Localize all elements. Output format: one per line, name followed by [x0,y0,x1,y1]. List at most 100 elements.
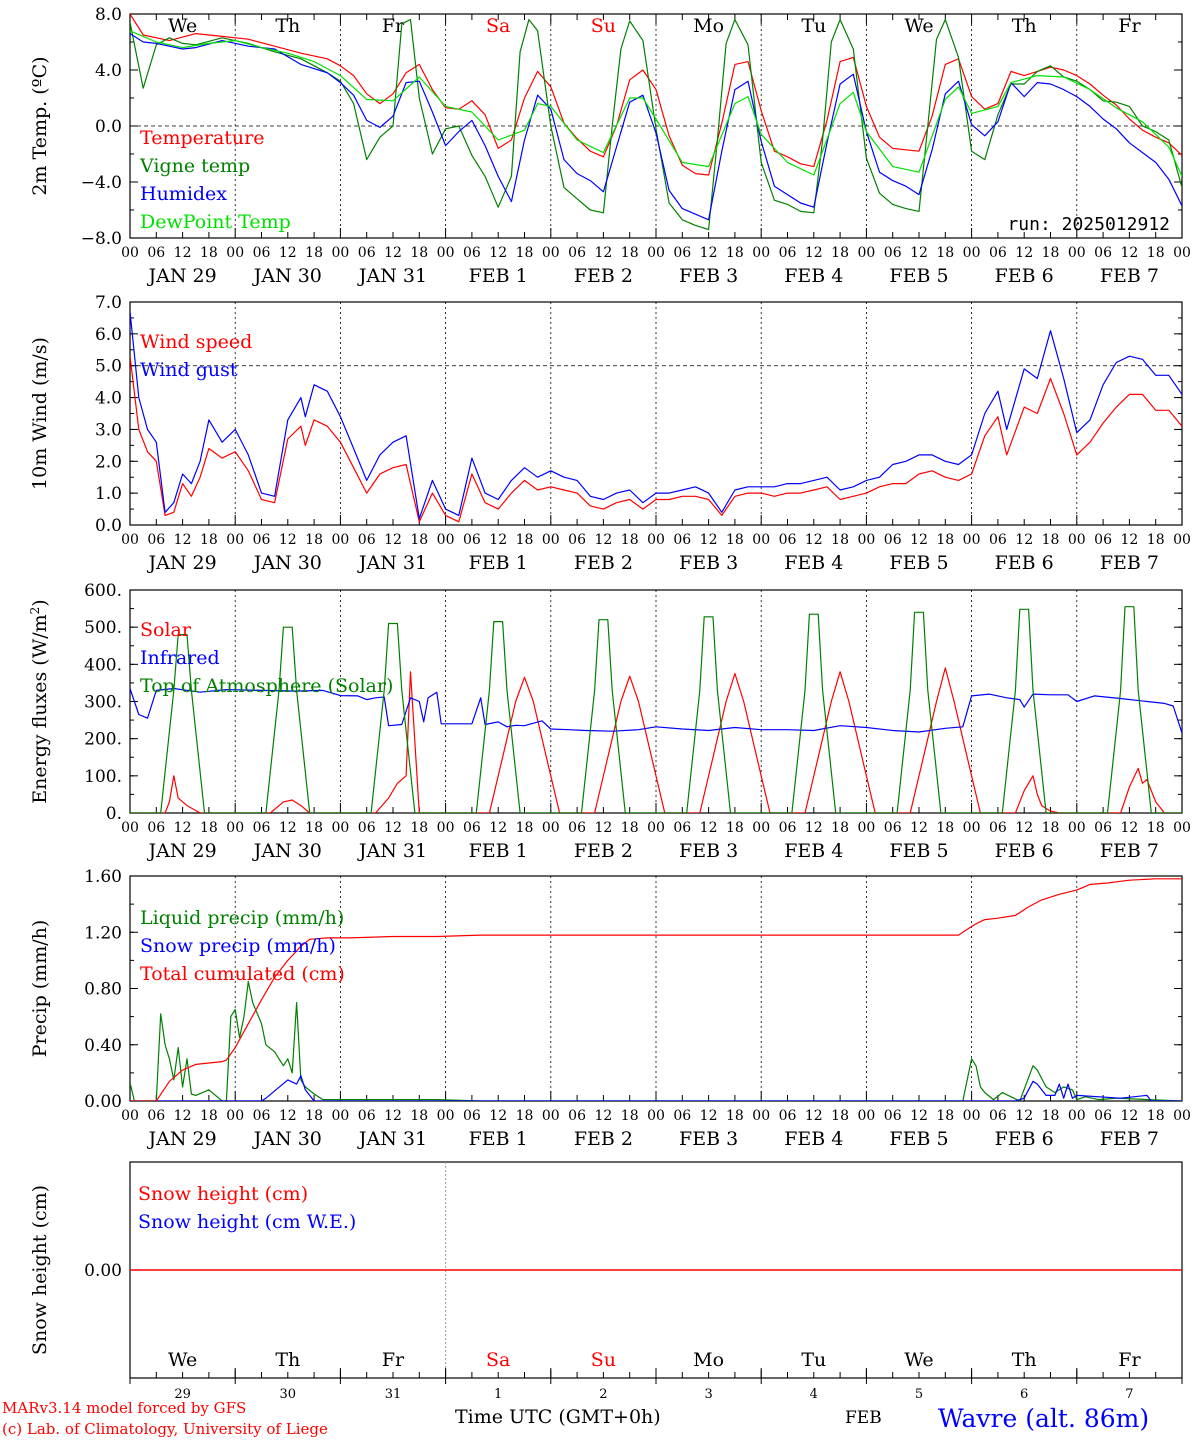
hour-tick-label: 00 [1173,245,1191,261]
y-tick-label: 600. [84,581,122,601]
hour-tick-label: 06 [568,532,586,548]
hour-tick-label: 18 [305,532,323,548]
hour-tick-label: 12 [805,245,823,261]
date-label: FEB 4 [784,1128,843,1150]
day-number-label: 4 [810,1387,818,1402]
hour-tick-label: 06 [147,820,165,836]
hour-tick-label: 12 [279,1108,297,1124]
date-label: FEB 6 [995,1128,1054,1150]
hour-tick-label: 00 [331,1108,349,1124]
hour-tick-label: 18 [516,1108,534,1124]
x-axis-label: Time UTC (GMT+0h) [455,1406,661,1428]
station-label: Wavre (alt. 86m) [938,1404,1149,1433]
y-tick-label: 0. [106,804,122,824]
date-label: JAN 31 [357,552,427,574]
hour-tick-label: 00 [542,820,560,836]
weekday-label: Fr [382,15,405,37]
hour-tick-label: 18 [1147,532,1165,548]
hour-tick-label: 18 [200,532,218,548]
panel-5: 0.00 We Th Fr Sa Su Mo Tu We Th Fr 29 30 31 1 2 3 4 5 6 7 Sno… [29,1161,1183,1402]
hour-tick-label: 06 [253,1108,271,1124]
hour-tick-label: 18 [621,245,639,261]
hour-tick-label: 12 [1120,820,1138,836]
hour-tick-label: 00 [121,1108,139,1124]
y-axis-title-sup: 2 [28,607,42,615]
date-label: FEB 7 [1100,265,1159,287]
date-label: FEB 1 [469,552,528,574]
hour-tick-label: 12 [594,820,612,836]
legend-entry: Humidex [140,183,227,205]
legend-entry: Snow precip (mm/h) [140,935,336,957]
hour-tick-label: 00 [226,245,244,261]
date-label: FEB 6 [995,840,1054,862]
legend-entry: DewPoint Temp [140,211,291,233]
y-axis-title-end: ) [29,599,51,606]
weekday-label: Mo [693,15,724,37]
hour-tick-label: 00 [542,532,560,548]
weekday-label: Fr [1118,1349,1141,1371]
date-label: FEB 2 [574,552,633,574]
y-tick-label: 4.0 [95,61,122,81]
hour-tick-label: 12 [1015,532,1033,548]
hour-tick-label: 06 [358,820,376,836]
hour-tick-label: 06 [463,820,481,836]
hour-tick-label: 18 [621,820,639,836]
hour-tick-label: 06 [884,532,902,548]
hour-tick-label: 18 [1147,245,1165,261]
hour-tick-label: 00 [752,1108,770,1124]
legend-entry: Top of Atmosphere (Solar) [140,675,393,697]
y-tick-label: 5.0 [95,357,122,377]
hour-tick-label: 06 [253,245,271,261]
y-tick-label: 3.0 [95,420,122,440]
date-label: FEB 7 [1100,1128,1159,1150]
y-tick-label: 300. [84,693,122,713]
hour-tick-label: 06 [568,245,586,261]
day-number-label: 2 [599,1387,607,1402]
weekday-label: Th [1012,15,1037,37]
hour-tick-label: 18 [831,820,849,836]
y-axis-title: Precip (mm/h) [29,920,51,1058]
legend-entry: Snow height (cm) [138,1183,308,1205]
hour-tick-label: 18 [936,245,954,261]
hour-tick-label: 12 [384,245,402,261]
hour-tick-label: 06 [884,1108,902,1124]
y-tick-label: 0.00 [84,1092,122,1112]
weekday-label: Sa [486,15,510,37]
date-label: JAN 29 [147,265,217,287]
day-number-label: 7 [1125,1387,1133,1402]
run-label: run: 2025012912 [1007,214,1170,235]
y-tick-label: 1.0 [95,484,122,504]
date-label: FEB 3 [679,265,738,287]
legend-entry: Vigne temp [139,155,250,177]
hour-tick-label: 12 [594,245,612,261]
hour-tick-label: 00 [121,532,139,548]
series-line-vigne-temp [130,19,1182,231]
y-tick-label: 100. [84,767,122,787]
hour-tick-label: 18 [726,245,744,261]
date-label: JAN 30 [252,840,322,862]
hour-tick-label: 12 [700,1108,718,1124]
date-label: FEB 5 [889,265,948,287]
weekday-label: Su [591,15,616,37]
legend-entry: Total cumulated (cm) [140,963,345,985]
hour-tick-label: 06 [673,532,691,548]
date-label: FEB 2 [574,265,633,287]
y-tick-label: 500. [84,618,122,638]
day-number-label: 1 [494,1387,502,1402]
date-label: FEB 3 [679,1128,738,1150]
hour-tick-label: 00 [857,532,875,548]
hour-tick-label: 06 [147,1108,165,1124]
hour-tick-label: 06 [989,532,1007,548]
hour-tick-label: 12 [279,245,297,261]
y-tick-label: 1.60 [84,867,122,887]
credit-line-2: (c) Lab. of Climatology, University of L… [2,1420,328,1438]
hour-tick-label: 12 [1120,532,1138,548]
y-tick-label: 0.00 [84,1261,122,1281]
hour-tick-label: 00 [437,532,455,548]
hour-tick-label: 18 [1147,820,1165,836]
hour-tick-label: 18 [936,1108,954,1124]
credit-line-1: MARv3.14 model forced by GFS [2,1399,246,1417]
weekday-label: Th [275,1349,300,1371]
hour-tick-label: 12 [700,532,718,548]
hour-tick-label: 00 [1068,245,1086,261]
